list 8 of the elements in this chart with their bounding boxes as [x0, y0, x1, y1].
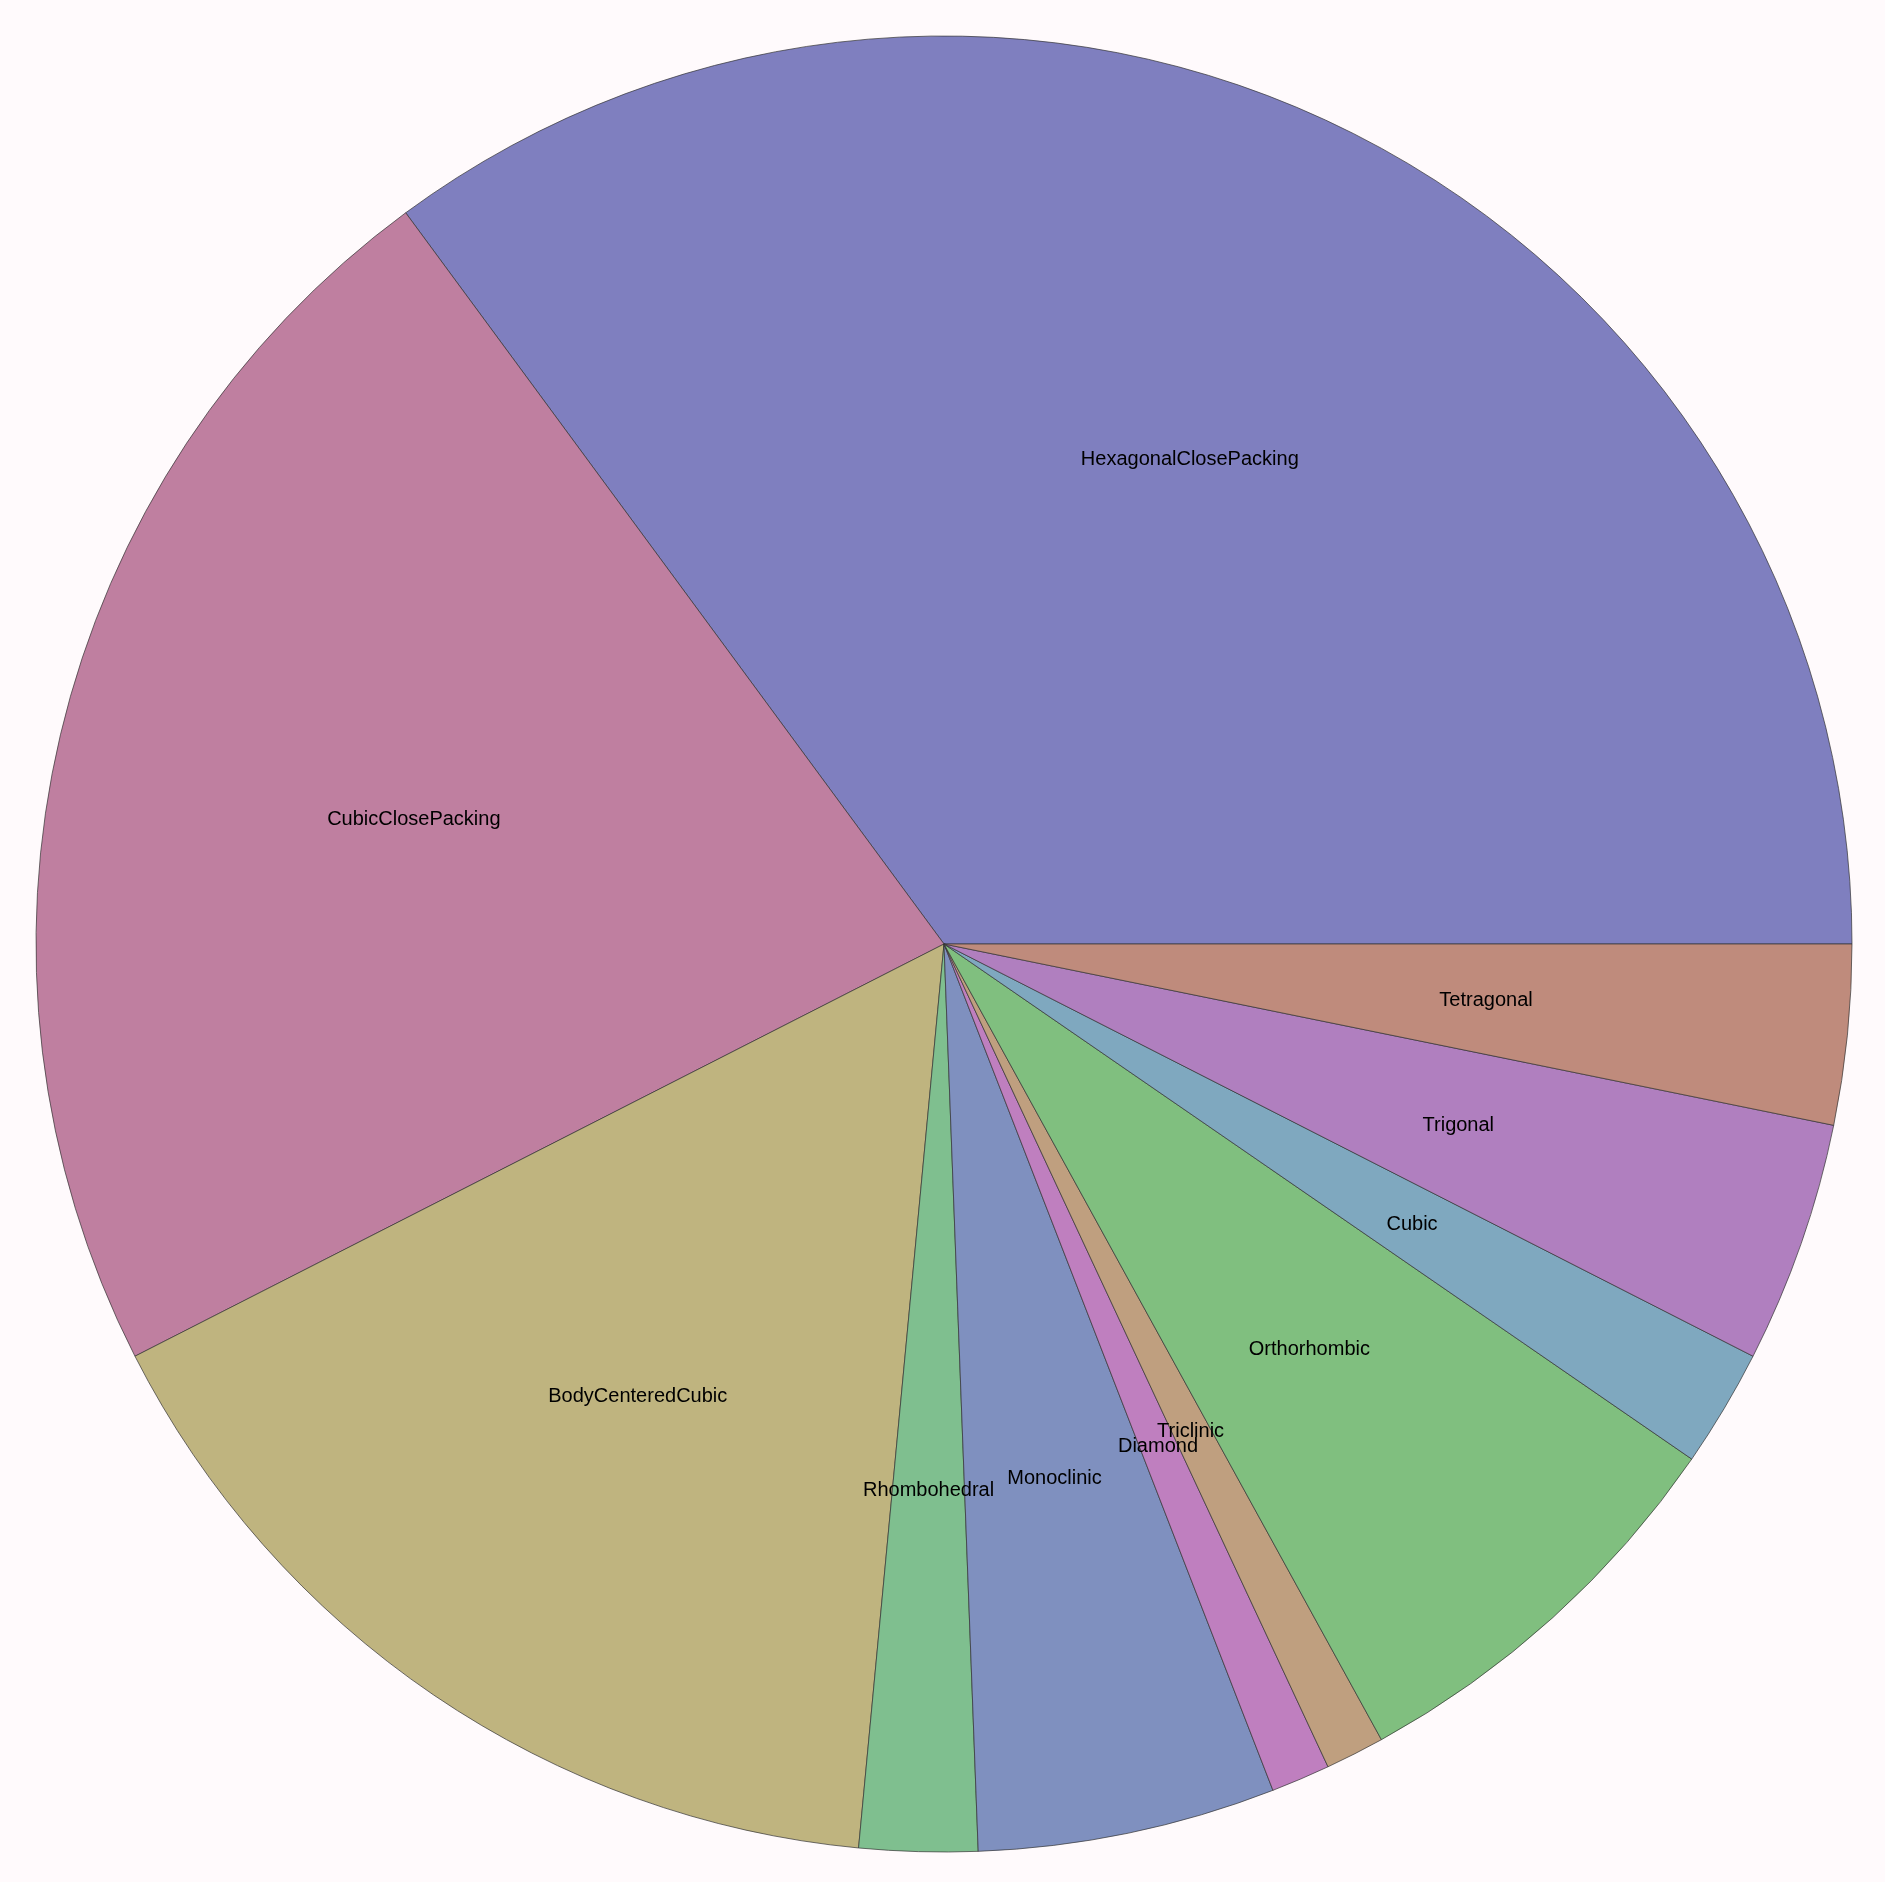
slice-label: Monoclinic [1007, 1466, 1102, 1489]
slice-label: Cubic [1386, 1211, 1438, 1234]
slice-label: HexagonalClosePacking [1080, 446, 1299, 469]
slice-label: Orthorhombic [1248, 1337, 1370, 1360]
slice-label: CubicClosePacking [327, 807, 501, 830]
slice-label: Tetragonal [1439, 987, 1533, 1010]
slice-label: BodyCenteredCubic [548, 1383, 728, 1406]
slice-label: Trigonal [1422, 1112, 1495, 1135]
